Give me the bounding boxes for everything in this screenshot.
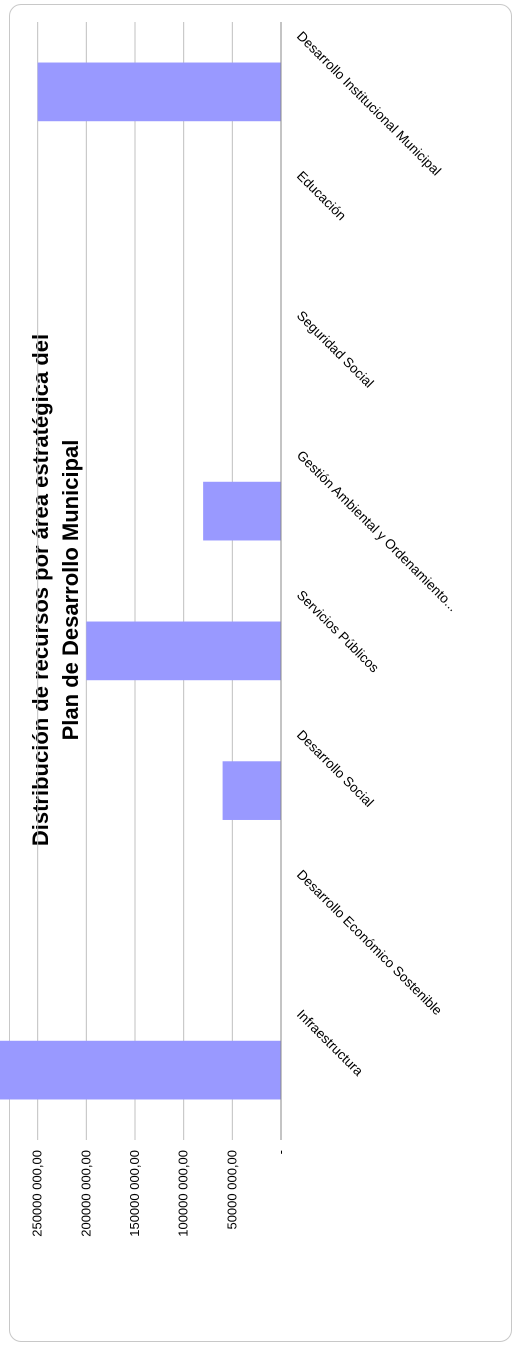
bars [0, 62, 281, 1100]
category-label: Desarrollo Económico Sostenible [294, 867, 445, 1018]
value-tick-label: 150000 000,00 [127, 1150, 142, 1237]
category-label: Desarrollo Institucional Municipal [294, 28, 444, 178]
value-tick-label: 100000 000,00 [176, 1150, 191, 1237]
value-tick-label: 50000 000,00 [224, 1150, 239, 1230]
bar [0, 1040, 281, 1100]
value-tick-label: 200000 000,00 [78, 1150, 93, 1237]
bar [203, 481, 281, 541]
gridlines [37, 22, 233, 1140]
chart-title: Distribución de recursos por área estrat… [28, 334, 83, 846]
bar [37, 62, 281, 122]
bar [86, 621, 281, 681]
category-label: Desarrollo Social [294, 727, 377, 810]
value-tick-labels: - 50000 000,00 100000 000,00 150000 000,00 2… [30, 1150, 288, 1237]
chart-title-line-1: Distribución de recursos por área estrat… [28, 334, 53, 846]
chart-title-line-2: Plan de Desarrollo Municipal [58, 440, 83, 741]
value-tick-label: - [273, 1150, 288, 1154]
category-label: Servicios Públicos [294, 587, 382, 675]
category-label: Seguridad Social [294, 308, 377, 391]
category-label: Educación [294, 168, 349, 223]
category-label: Infraestructura [294, 1007, 366, 1079]
value-tick-label: 250000 000,00 [30, 1150, 45, 1237]
bar [222, 761, 281, 820]
category-label: Gestión Ambiental y Ordenamiento... [294, 448, 461, 615]
